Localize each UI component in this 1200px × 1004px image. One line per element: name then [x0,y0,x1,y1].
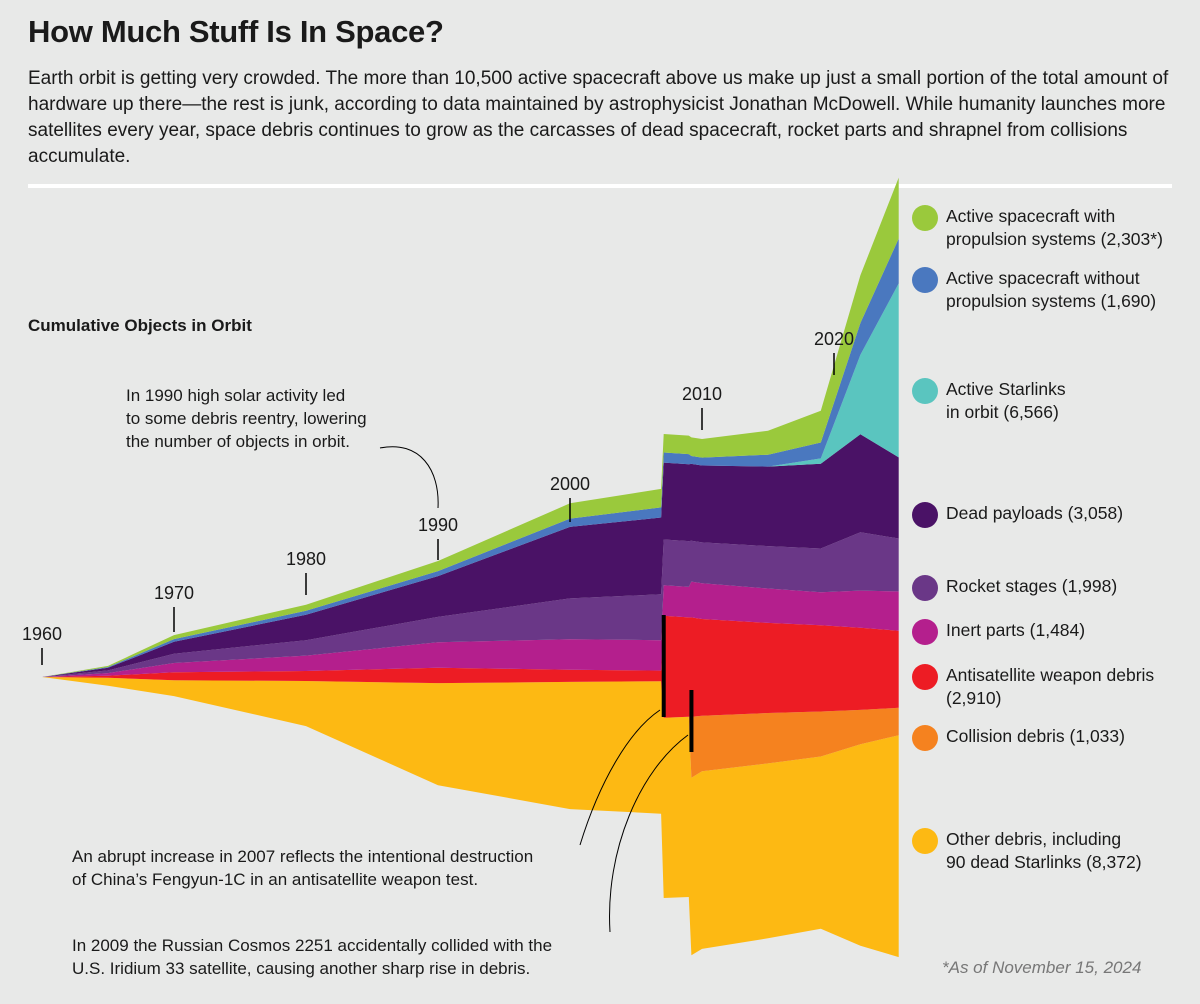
legend-label: Active Starlinks in orbit (6,566) [946,379,1066,422]
tick-label-2000: 2000 [550,474,590,494]
chart-title: Cumulative Objects in Orbit [28,316,252,335]
legend-label: Dead payloads (3,058) [946,503,1124,523]
tick-label-1970: 1970 [154,583,194,603]
legend-item-0: Other debris, including 90 dead Starlink… [912,828,1186,874]
legend-label: Other debris, including 90 dead Starlink… [946,829,1142,872]
legend-item-4: Rocket stages (1,998) [912,575,1186,601]
legend-swatch [912,575,938,601]
footnote: *As of November 15, 2024 [942,958,1142,977]
legend-swatch [912,828,938,854]
legend-label: Active spacecraft without propulsion sys… [946,268,1157,311]
legend-item-8: Active spacecraft with propulsion system… [912,205,1186,251]
legend-swatch [912,502,938,528]
annotation-1990: In 1990 high solar activity led to some … [126,386,367,451]
legend-label: Inert parts (1,484) [946,620,1086,640]
legend-item-6: Active Starlinks in orbit (6,566) [912,378,1186,424]
legend-label: Collision debris (1,033) [946,726,1125,746]
legend-swatch [912,664,938,690]
legend-label: Active spacecraft with propulsion system… [946,206,1163,249]
legend-label: Rocket stages (1,998) [946,576,1118,596]
leader-2007 [579,709,661,846]
legend-swatch [912,619,938,645]
legend-swatch [912,378,938,404]
legend-item-5: Dead payloads (3,058) [912,502,1186,528]
annotation-2007: An abrupt increase in 2007 reflects the … [72,847,534,889]
marker-2009 [689,690,694,752]
area-series-7 [42,238,899,677]
legend-item-3: Inert parts (1,484) [912,619,1186,645]
marker-2007 [661,615,666,717]
legend-swatch [912,205,938,231]
legend-item-2: Antisatellite weapon debris (2,910) [912,664,1186,710]
tick-label-1960: 1960 [22,624,62,644]
legend-item-1: Collision debris (1,033) [912,725,1186,751]
leader-2009 [609,734,689,933]
legend-swatch [912,267,938,293]
tick-label-1980: 1980 [286,549,326,569]
area-series-2 [42,615,899,718]
legend-label: Antisatellite weapon debris (2,910) [946,665,1155,708]
area-series-5 [42,434,899,677]
intro-text: Earth orbit is getting very crowded. The… [28,68,1169,167]
leader-1990 [379,446,439,509]
divider [28,184,1172,188]
page-title: How Much Stuff Is In Space? [28,14,444,49]
tick-label-1990: 1990 [418,515,458,535]
legend-swatch [912,725,938,751]
area-series-4 [42,532,899,677]
tick-label-2020: 2020 [814,329,854,349]
area-series-1 [42,677,899,778]
area-series-3 [42,581,899,677]
annotation-2009: In 2009 the Russian Cosmos 2251 accident… [72,936,553,978]
legend-item-7: Active spacecraft without propulsion sys… [912,267,1186,313]
tick-label-2010: 2010 [682,384,722,404]
area-series-0 [42,677,899,958]
